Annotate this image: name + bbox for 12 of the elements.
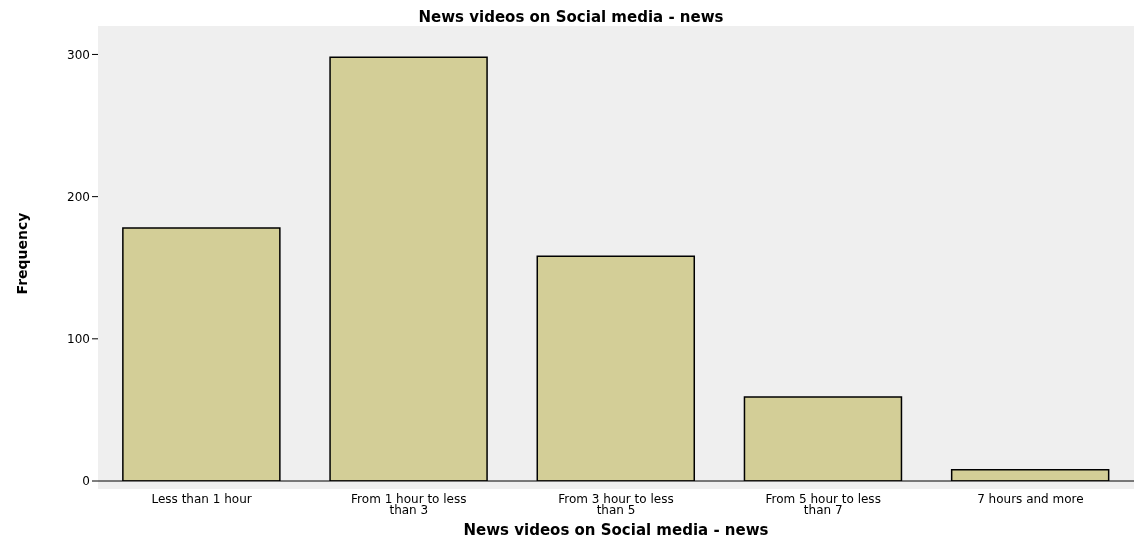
y-tick-label: 100: [67, 332, 90, 347]
y-tick-label: 200: [67, 189, 90, 204]
y-tick-label: 300: [67, 47, 90, 62]
x-tick-label: Less than 1 hour: [151, 492, 252, 506]
y-tick-label: 0: [82, 474, 90, 489]
x-tick-label: From 3 hour to less than 5: [558, 492, 674, 517]
x-tick-label: From 5 hour to less than 7: [765, 492, 881, 517]
y-axis-title: Frequency: [13, 212, 30, 295]
x-tick-label: From 1 hour to less than 3: [351, 492, 467, 517]
x-axis-title: News videos on Social media - news: [463, 521, 769, 539]
chart-title: News videos on Social media - news: [417, 8, 725, 26]
x-tick-label: 7 hours and more: [977, 492, 1084, 506]
